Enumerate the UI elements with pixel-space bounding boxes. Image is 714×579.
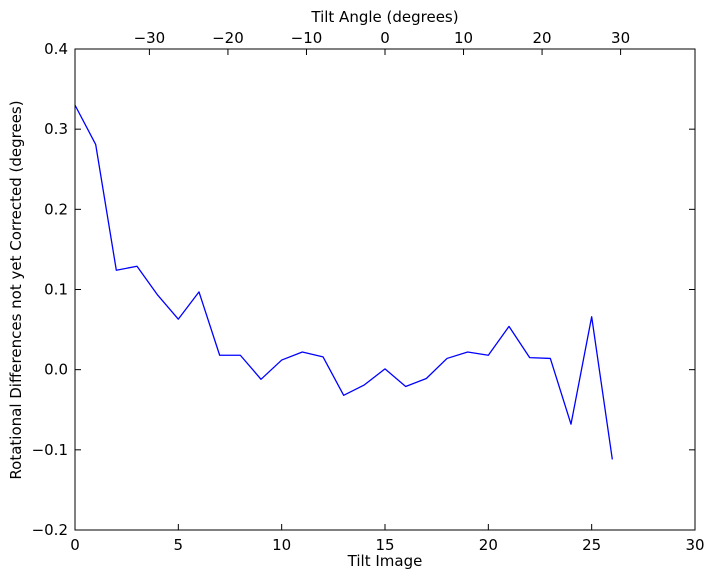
top-tick-label: 0	[380, 29, 390, 47]
x-tick-label: 20	[479, 536, 498, 554]
y-tick-label: −0.1	[32, 441, 68, 459]
top-tick-label: −30	[134, 29, 166, 47]
x-tick-label: 15	[375, 536, 394, 554]
series-line-0	[74, 104, 613, 460]
y-tick-label: 0.2	[44, 200, 68, 218]
y-tick-label: 0.1	[44, 281, 68, 299]
top-axis-title: Tilt Angle (degrees)	[310, 8, 458, 26]
y-tick-label: 0.3	[44, 120, 68, 138]
x-tick-label: 10	[272, 536, 291, 554]
top-tick-label: −20	[212, 29, 244, 47]
plot-frame	[74, 48, 696, 531]
top-tick-label: 10	[454, 29, 473, 47]
x-axis-title: Tilt Image	[347, 552, 423, 570]
x-tick-label: 5	[174, 536, 184, 554]
y-tick-label: 0.4	[44, 40, 68, 58]
top-tick-label: −10	[291, 29, 323, 47]
x-tick-label: 25	[582, 536, 601, 554]
y-tick-label: −0.2	[32, 521, 68, 539]
top-tick-label: 30	[611, 29, 630, 47]
y-tick-label: 0.0	[44, 361, 68, 379]
x-tick-label: 30	[685, 536, 704, 554]
x-tick-label: 0	[70, 536, 80, 554]
y-axis-title: Rotational Differences not yet Corrected…	[7, 100, 25, 479]
top-tick-label: 20	[533, 29, 552, 47]
